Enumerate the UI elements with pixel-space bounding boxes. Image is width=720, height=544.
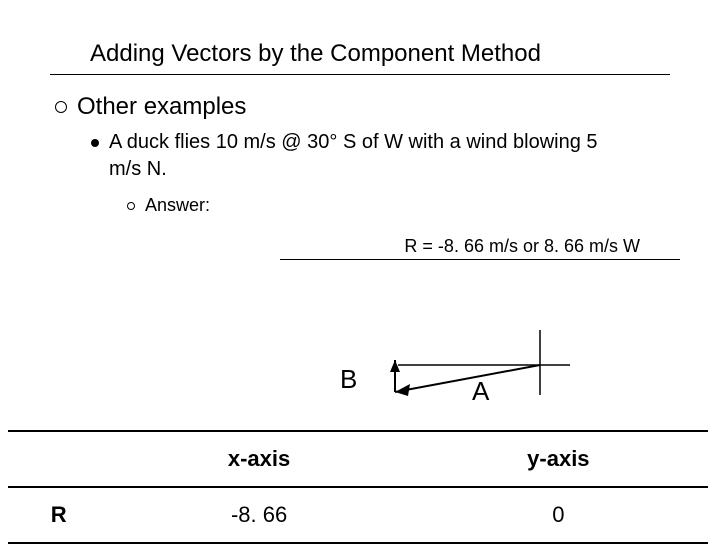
filled-bullet-icon [91,139,99,147]
bullet-level-2: A duck flies 10 m/s @ 30° S of W with a … [91,129,670,183]
table-header-row: x-axis y-axis [8,431,708,487]
header-blank [8,431,109,487]
header-xaxis: x-axis [109,431,408,487]
section-heading: Other examples [77,93,246,121]
answer-label: Answer: [145,195,210,216]
small-open-bullet-icon [127,202,135,210]
problem-text: A duck flies 10 m/s @ 30° S of W with a … [109,129,629,183]
vector-a-label: A [472,376,489,407]
vector-diagram: B A [310,330,570,410]
slide-title: Adding Vectors by the Component Method [50,0,670,75]
table: x-axis y-axis R -8. 66 0 [8,430,708,544]
vector-b-label: B [340,364,357,395]
result-text: R = -8. 66 m/s or 8. 66 m/s W [280,236,680,260]
bullet-level-1: Other examples [55,93,670,121]
row-label: R [8,487,109,543]
table-row: R -8. 66 0 [8,487,708,543]
row-y: 0 [409,487,708,543]
row-x: -8. 66 [109,487,408,543]
components-table: x-axis y-axis R -8. 66 0 [0,430,720,544]
content-body: Other examples A duck flies 10 m/s @ 30°… [0,75,720,216]
bullet-level-3: Answer: [127,195,670,216]
header-yaxis: y-axis [409,431,708,487]
open-bullet-icon [55,101,67,113]
